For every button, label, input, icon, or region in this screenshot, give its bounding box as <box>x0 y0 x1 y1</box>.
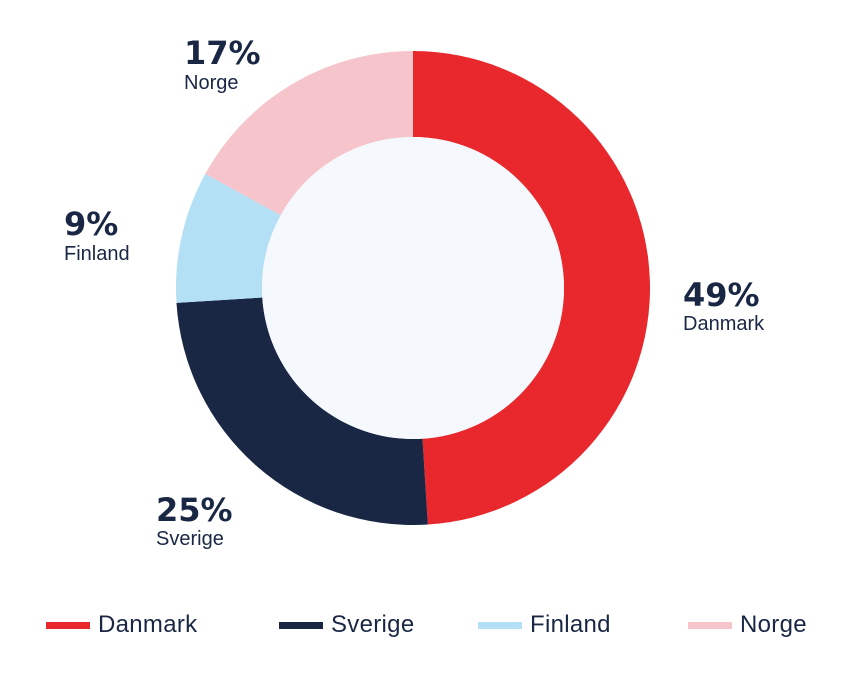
slice-finland <box>176 173 281 303</box>
data-label-percent-finland: 9% <box>64 205 118 243</box>
donut-chart: 49% Danmark 25% Sverige 9% Finland 17% N… <box>64 34 765 550</box>
data-label-name-finland: Finland <box>64 243 130 265</box>
legend-label-finland: Finland <box>530 611 611 638</box>
slice-danmark <box>413 51 650 525</box>
data-label-percent-danmark: 49% <box>683 276 760 314</box>
slices-group <box>176 51 650 525</box>
legend-item-danmark: Danmark <box>46 608 197 642</box>
legend-label-danmark: Danmark <box>98 611 198 638</box>
data-label-percent-sverige: 25% <box>156 491 233 529</box>
legend-label-sverige: Sverige <box>331 611 415 638</box>
slice-sverige <box>176 297 428 525</box>
data-label-name-norge: Norge <box>184 72 238 94</box>
data-label-name-danmark: Danmark <box>683 313 765 335</box>
legend-swatch-sverige <box>279 621 323 629</box>
legend-swatch-danmark <box>46 621 90 629</box>
legend: Danmark Sverige Finland Norge <box>0 608 856 642</box>
data-label-name-sverige: Sverige <box>156 528 224 550</box>
legend-swatch-norge <box>688 621 732 629</box>
legend-item-sverige: Sverige <box>279 608 414 642</box>
legend-label-norge: Norge <box>740 611 807 638</box>
legend-item-finland: Finland <box>478 608 611 642</box>
donut-center <box>262 137 564 439</box>
legend-item-norge: Norge <box>688 608 807 642</box>
data-label-percent-norge: 17% <box>184 34 261 72</box>
slice-norge <box>205 51 413 216</box>
legend-swatch-finland <box>478 621 522 629</box>
